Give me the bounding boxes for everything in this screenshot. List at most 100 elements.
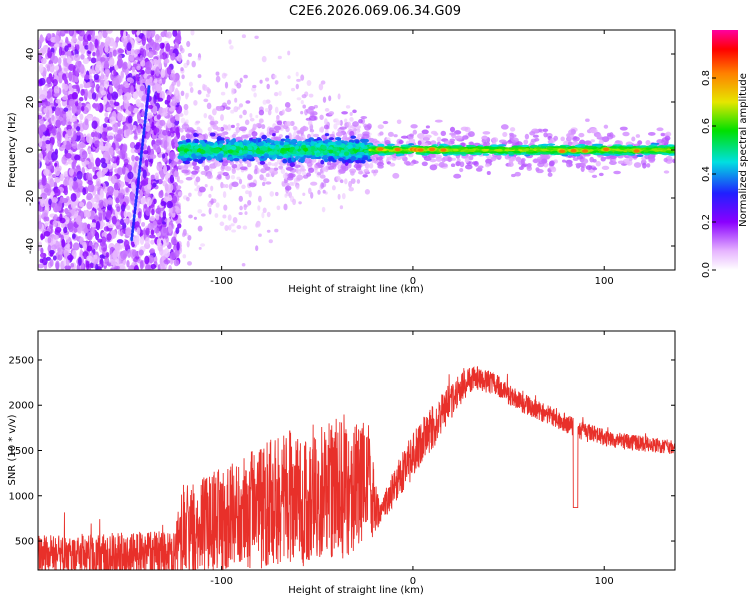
heatmap-cell bbox=[147, 85, 151, 91]
heatmap-cell bbox=[46, 90, 52, 99]
heatmap-cell bbox=[132, 221, 135, 227]
heatmap-cell bbox=[244, 119, 250, 126]
heatmap-cell bbox=[176, 185, 182, 190]
heatmap-cell bbox=[149, 215, 156, 222]
heatmap-cell bbox=[398, 139, 404, 145]
heatmap-cell bbox=[81, 150, 88, 160]
heatmap-cell bbox=[243, 74, 248, 79]
heatmap-cell bbox=[175, 33, 182, 44]
heatmap-cell bbox=[177, 191, 183, 197]
heatmap-cell bbox=[409, 133, 414, 137]
heatmap-cell bbox=[55, 119, 61, 128]
heatmap-cell bbox=[169, 151, 176, 161]
heatmap-cell bbox=[278, 166, 283, 170]
heatmap-cell bbox=[53, 85, 60, 95]
heatmap-cell bbox=[225, 138, 230, 143]
heatmap-cell bbox=[46, 64, 51, 72]
heatmap-cell bbox=[139, 260, 144, 270]
heatmap-cell bbox=[90, 57, 97, 64]
heatmap-cell bbox=[604, 156, 611, 160]
heatmap-cell bbox=[257, 141, 265, 146]
heatmap-cell bbox=[115, 36, 120, 43]
heatmap-cell bbox=[146, 196, 153, 207]
heatmap-cell bbox=[333, 123, 338, 130]
heatmap-cell bbox=[97, 238, 103, 243]
heatmap-cell bbox=[134, 202, 138, 208]
heatmap-cell bbox=[51, 126, 57, 136]
heatmap-cell bbox=[202, 83, 206, 91]
heatmap-cell bbox=[429, 164, 438, 171]
heatmap-cell bbox=[541, 158, 548, 164]
heatmap-cell bbox=[273, 91, 279, 97]
heatmap-cell bbox=[211, 135, 219, 140]
heatmap-cell bbox=[127, 171, 134, 180]
heatmap-cell bbox=[112, 77, 120, 88]
heatmap-cell bbox=[71, 141, 78, 149]
heatmap-cell bbox=[295, 155, 301, 159]
heatmap-cell bbox=[410, 124, 418, 129]
heatmap-cell bbox=[73, 227, 78, 233]
heatmap-cell bbox=[81, 167, 86, 175]
heatmap-cell bbox=[142, 169, 147, 179]
heatmap-cell bbox=[377, 164, 384, 169]
heatmap-cell bbox=[117, 54, 123, 62]
heatmap-cell bbox=[203, 112, 208, 119]
heatmap-cell bbox=[289, 162, 295, 168]
heatmap-cell bbox=[102, 123, 107, 128]
heatmap-cell bbox=[590, 139, 596, 143]
heatmap-cell bbox=[203, 98, 209, 103]
heatmap-cell bbox=[49, 224, 54, 230]
heatmap-cell bbox=[268, 104, 273, 111]
heatmap-cell bbox=[339, 119, 343, 126]
heatmap-cell bbox=[132, 213, 136, 219]
heatmap-cell bbox=[134, 148, 141, 154]
heatmap-cell bbox=[208, 193, 212, 198]
heatmap-cell bbox=[117, 167, 124, 176]
heatmap-cell bbox=[119, 244, 123, 250]
heatmap-cell bbox=[121, 35, 128, 44]
heatmap-cell bbox=[135, 99, 141, 107]
heatmap-cell bbox=[350, 178, 356, 184]
heatmap-cell bbox=[113, 69, 117, 77]
heatmap-cell bbox=[320, 80, 326, 85]
heatmap-cell bbox=[166, 130, 172, 137]
heatmap-cell bbox=[136, 179, 140, 185]
heatmap-cell bbox=[180, 90, 185, 96]
heatmap-cell bbox=[115, 133, 122, 142]
heatmap-cell bbox=[274, 140, 280, 145]
heatmap-cell bbox=[300, 99, 304, 105]
heatmap-cell bbox=[135, 56, 141, 61]
heatmap-cell bbox=[329, 162, 337, 167]
heatmap-cell bbox=[124, 217, 131, 225]
heatmap-cell bbox=[287, 75, 291, 80]
heatmap-cell bbox=[62, 95, 68, 101]
heatmap-cell bbox=[242, 109, 247, 116]
heatmap-cell bbox=[417, 133, 425, 139]
heatmap-cell bbox=[252, 138, 257, 143]
heatmap-cell bbox=[161, 42, 165, 49]
heatmap-cell bbox=[572, 136, 578, 140]
heatmap-cell bbox=[527, 163, 532, 168]
heatmap-cell bbox=[135, 190, 139, 196]
heatmap-cell bbox=[76, 44, 80, 51]
heatmap-cell bbox=[130, 148, 136, 154]
heatmap-cell bbox=[421, 161, 428, 167]
heatmap-cell bbox=[430, 130, 438, 135]
heatmap-cell bbox=[534, 137, 540, 142]
heatmap-cell bbox=[147, 88, 150, 94]
heatmap-cell bbox=[71, 180, 79, 190]
heatmap-cell bbox=[150, 174, 154, 180]
heatmap-cell bbox=[312, 158, 317, 163]
heatmap-cell bbox=[158, 190, 164, 199]
heatmap-cell bbox=[39, 198, 46, 208]
heatmap-cell bbox=[173, 170, 179, 178]
heatmap-cell bbox=[111, 162, 118, 169]
heatmap-cell bbox=[126, 42, 132, 51]
heatmap-cell bbox=[608, 160, 617, 165]
heatmap-cell bbox=[103, 169, 107, 175]
heatmap-cell bbox=[116, 156, 120, 166]
heatmap-cell bbox=[502, 131, 508, 137]
heatmap-cell bbox=[603, 124, 609, 129]
heatmap-cell bbox=[94, 38, 98, 49]
heatmap-cell bbox=[55, 98, 61, 104]
